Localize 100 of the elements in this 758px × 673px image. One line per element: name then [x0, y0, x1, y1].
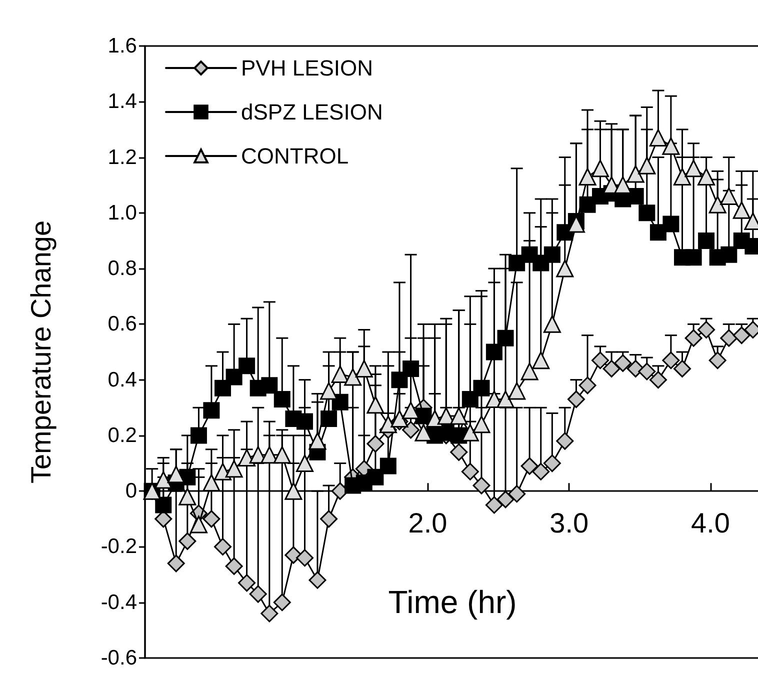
point: [578, 376, 596, 394]
point: [602, 360, 620, 378]
point: [462, 391, 478, 408]
point: [238, 574, 256, 592]
y-tick-label: 1.4: [108, 90, 138, 114]
point: [155, 496, 172, 514]
point: [698, 232, 715, 249]
y-tick-label: 1.6: [108, 34, 137, 58]
point: [260, 604, 278, 622]
point: [520, 362, 538, 380]
point: [296, 413, 314, 430]
y-tick-label: 1.2: [108, 146, 137, 169]
point: [167, 466, 185, 484]
point: [190, 516, 208, 534]
point: [320, 382, 338, 400]
point: [720, 246, 738, 263]
y-tick-label: 0.6: [108, 312, 137, 336]
point: [508, 254, 526, 272]
point: [274, 391, 290, 408]
y-axis-title: Temperature Change: [26, 220, 56, 484]
point: [638, 156, 656, 174]
point: [543, 454, 561, 472]
point: [662, 137, 680, 155]
point: [486, 344, 502, 360]
point: [284, 546, 302, 564]
point: [355, 360, 373, 378]
point: [261, 377, 278, 394]
y-tick-label: -0.4: [100, 590, 138, 614]
point: [202, 510, 220, 528]
point: [473, 380, 490, 396]
point: [708, 352, 726, 370]
y-tick-label: 0.8: [108, 257, 137, 280]
point: [662, 216, 680, 232]
point: [225, 460, 243, 478]
point: [273, 446, 291, 464]
point: [380, 458, 396, 474]
x-tick-label: 2.0: [408, 508, 448, 539]
point: [461, 424, 479, 442]
point: [685, 249, 702, 266]
point: [638, 362, 656, 380]
point: [508, 485, 526, 503]
point: [708, 196, 726, 214]
point: [496, 490, 514, 508]
point: [167, 554, 185, 572]
point: [614, 354, 632, 372]
point: [497, 330, 514, 346]
point: [402, 360, 420, 377]
point: [544, 246, 560, 263]
point: [178, 488, 196, 506]
point: [260, 446, 278, 464]
point: [331, 482, 349, 500]
y-tick-label: 0.4: [108, 368, 138, 392]
point: [673, 168, 691, 186]
point: [214, 538, 232, 556]
point: [344, 368, 362, 386]
point: [520, 457, 538, 475]
point: [591, 352, 609, 370]
point: [331, 366, 349, 384]
point: [684, 329, 702, 347]
y-tick-label: -0.2: [100, 535, 137, 558]
x-axis-title: Time (hr): [388, 584, 517, 620]
point: [308, 432, 326, 450]
point: [178, 532, 196, 550]
point: [402, 421, 420, 439]
point: [591, 160, 609, 178]
point: [366, 396, 384, 414]
point: [366, 435, 384, 453]
x-tick-label: 4.0: [691, 508, 730, 539]
point: [556, 432, 574, 450]
point: [732, 326, 750, 344]
point: [720, 187, 738, 205]
legend-label: dSPZ LESION: [241, 100, 383, 124]
point: [332, 394, 348, 410]
point: [391, 372, 408, 388]
x-tick-label: 3.0: [550, 508, 589, 539]
point: [203, 402, 220, 419]
point: [414, 424, 432, 442]
point: [532, 462, 550, 480]
point: [367, 468, 384, 486]
point: [567, 390, 585, 408]
point: [226, 368, 242, 386]
point: [578, 168, 596, 186]
legend-label: CONTROL: [241, 144, 349, 168]
point: [673, 360, 691, 378]
y-tick-label: 1.0: [108, 201, 137, 224]
point: [238, 358, 256, 374]
point: [225, 557, 243, 575]
point: [532, 352, 550, 370]
point: [626, 165, 644, 183]
y-tick-label: 0: [125, 480, 137, 503]
point: [472, 476, 490, 494]
point: [649, 371, 667, 389]
y-tick-label: -0.6: [100, 646, 137, 670]
point: [296, 549, 314, 567]
point: [320, 410, 338, 428]
point: [556, 260, 574, 278]
point: [732, 201, 750, 219]
point: [238, 448, 256, 466]
point: [684, 160, 702, 178]
point: [426, 410, 444, 428]
